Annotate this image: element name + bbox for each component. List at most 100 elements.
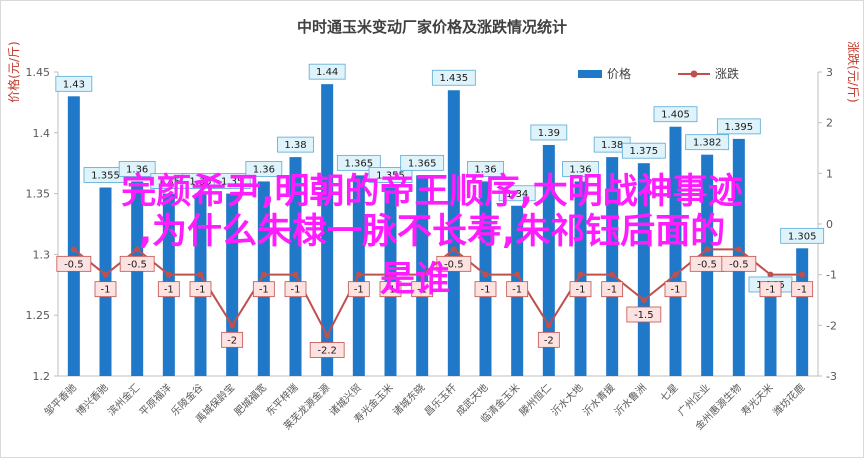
bar: [321, 84, 334, 376]
bar-label: 1.35: [158, 177, 180, 188]
y-axis-label: 价格(元/斤): [6, 41, 21, 102]
y2-tick-label: -1: [826, 269, 837, 282]
line-label-box: [626, 306, 662, 323]
bar-label-box: [400, 154, 445, 171]
change-point: [355, 271, 362, 278]
bar-label: 1.35: [189, 177, 211, 188]
bar-label: 1.34: [506, 189, 528, 200]
change-point: [704, 246, 711, 253]
line-label-box: [309, 342, 345, 358]
legend-label-price: 价格: [607, 66, 631, 81]
y2-axis-label: 涨跌(元/斤): [846, 41, 861, 102]
change-point: [70, 246, 77, 253]
bar-label-box: [780, 227, 825, 244]
bar-label: 1.395: [725, 122, 754, 133]
line-label-box: [506, 281, 529, 298]
change-point: [260, 271, 267, 278]
bar-label-box: [467, 161, 504, 177]
bar-label-box: [308, 63, 346, 80]
data-labels: 1.43 1.355 1.36 1.35 1.35 1.35 1.36 1.38 1.44 1.3…: [55, 63, 825, 358]
legend: 价格 涨跌: [578, 66, 739, 81]
bar-label: 1.36: [569, 164, 591, 175]
change-point: [735, 246, 742, 253]
bar-label: 1.435: [440, 73, 469, 84]
change-point: [767, 271, 774, 278]
change-point: [577, 271, 584, 278]
bar-label-box: [368, 167, 413, 183]
legend-marker-change: [690, 70, 698, 78]
change-point: [134, 246, 141, 253]
change-point: [102, 271, 109, 278]
bar-label-box: [530, 124, 568, 141]
bar-label: 1.365: [345, 158, 374, 169]
bar: [479, 181, 492, 376]
line-label-box: [347, 281, 370, 298]
bar-label-box: [685, 134, 730, 151]
line-label: -0.5: [64, 259, 84, 270]
change-point: [450, 246, 457, 253]
line-label: -1: [481, 285, 491, 296]
line-label: -0.5: [697, 259, 717, 270]
bar: [67, 96, 80, 376]
bar-label: 1.44: [316, 67, 338, 78]
bar-label: 1.38: [601, 140, 623, 151]
bar-label: 1.36: [253, 164, 275, 175]
y2-tick-label: 2: [826, 117, 833, 130]
line-label: -1: [101, 285, 111, 296]
y2-tick-label: 3: [826, 66, 833, 79]
line-label: -1: [386, 285, 396, 296]
line-label-box: [791, 281, 814, 298]
line-label: -2: [544, 335, 554, 346]
bar-label-box: [431, 69, 476, 86]
bar-label-box: [336, 154, 381, 171]
bar-label-box: [562, 161, 599, 177]
change-point: [387, 271, 394, 278]
bar-label: 1.382: [693, 138, 722, 149]
line-label-box: [537, 331, 560, 348]
bar-label: 1.355: [376, 171, 405, 182]
change-point: [672, 271, 679, 278]
bar: [447, 90, 460, 377]
line-label-box: [284, 281, 307, 298]
line-label: -2: [227, 335, 237, 346]
line-label: -1: [766, 285, 776, 296]
bar: [542, 144, 555, 376]
bar: [226, 193, 239, 376]
line-label-box: [664, 281, 687, 298]
line-label: -1: [607, 285, 617, 296]
bar: [637, 163, 650, 376]
change-point: [545, 322, 552, 329]
bar: [764, 296, 777, 376]
bar-label: 1.375: [630, 146, 659, 157]
line-label: -0.5: [444, 259, 464, 270]
line-label-box: [474, 281, 497, 298]
line-label-box: [721, 255, 757, 272]
bar: [289, 157, 302, 376]
bar-label-box: [118, 161, 156, 177]
bar-label: 1.355: [91, 171, 120, 182]
legend-swatch-price: [578, 70, 602, 78]
line-label: -1.5: [634, 310, 654, 321]
line-label: -1: [354, 285, 364, 296]
bar: [606, 157, 619, 376]
change-point: [514, 271, 521, 278]
line-label-box: [436, 255, 472, 272]
y2-tick-label: 0: [826, 218, 833, 231]
bar: [669, 126, 682, 376]
bar-label-box: [213, 173, 251, 190]
bar: [131, 181, 144, 376]
bar: [796, 248, 809, 376]
y-tick-label: 1.3: [33, 248, 51, 261]
line-label: -1: [512, 285, 522, 296]
change-point: [324, 332, 331, 339]
y2-tick-label: -3: [826, 370, 837, 383]
line-label: -1: [196, 285, 206, 296]
y-tick-label: 1.35: [26, 188, 51, 201]
y2-tick-label: 1: [826, 167, 833, 180]
y-tick-label: 1.2: [33, 370, 51, 383]
line-label: -0.5: [729, 259, 749, 270]
bar-label: 1.43: [63, 79, 85, 90]
bar-label-box: [716, 118, 761, 135]
line-label-box: [379, 281, 402, 298]
